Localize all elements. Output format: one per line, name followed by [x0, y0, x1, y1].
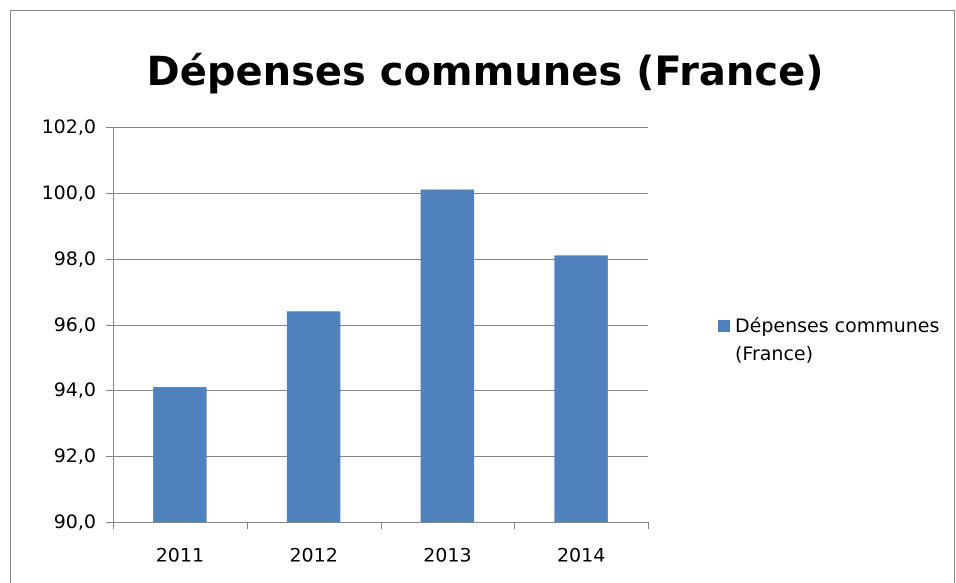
x-tick-label: 2011 — [156, 545, 204, 567]
bar — [153, 387, 207, 522]
y-tick-label: 102,0 — [42, 116, 96, 138]
bar — [286, 311, 341, 522]
y-tick-label: 92,0 — [54, 445, 96, 467]
y-tick-label: 94,0 — [54, 379, 96, 401]
chart-title: Dépenses communes (France) — [147, 49, 824, 95]
chart-border — [10, 10, 955, 583]
x-tick-label: 2012 — [289, 545, 337, 567]
legend-label: Dépenses communes (France) — [735, 315, 940, 365]
bar — [420, 189, 475, 522]
y-tick-label: 100,0 — [42, 182, 96, 204]
x-tick-label: 2013 — [423, 545, 471, 567]
legend-swatch — [718, 320, 730, 332]
y-tick-label: 96,0 — [54, 314, 96, 336]
bar — [554, 255, 608, 522]
y-tick-label: 90,0 — [54, 511, 96, 533]
legend: Dépenses communes (France) — [718, 312, 956, 368]
x-tick-label: 2014 — [557, 545, 605, 567]
y-tick-label: 98,0 — [54, 248, 96, 270]
